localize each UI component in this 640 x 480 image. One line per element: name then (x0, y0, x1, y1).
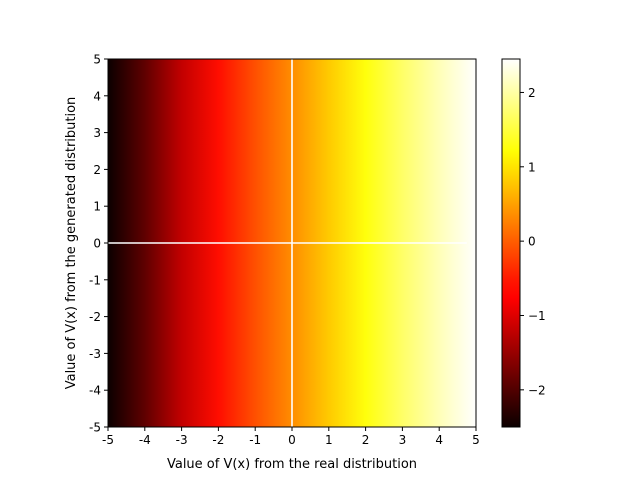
y-tick-label: 0 (93, 237, 101, 251)
x-axis-label: Value of V(x) from the real distribution (167, 457, 417, 472)
y-axis: -5 -4 -3 -2 -1 0 1 2 3 4 5 (89, 53, 108, 435)
x-tick-label: -1 (249, 433, 261, 447)
plot-area (107, 58, 477, 428)
x-tick-label: 3 (399, 433, 407, 447)
x-tick-label: -2 (212, 433, 224, 447)
colorbar-tick-label: 1 (528, 160, 536, 174)
y-tick-label: 4 (93, 89, 101, 103)
colorbar-tick-label: 2 (528, 86, 536, 100)
x-tick-label: 4 (435, 433, 443, 447)
y-tick-label: 3 (93, 126, 101, 140)
x-axis: -5 -4 -3 -2 -1 0 1 2 3 4 5 (102, 427, 480, 447)
colorbar-tick-label: −2 (528, 383, 546, 397)
colorbar-image (501, 58, 521, 428)
y-tick-label: -1 (89, 273, 101, 287)
y-tick-label: 1 (93, 200, 101, 214)
y-tick-label: -3 (89, 347, 101, 361)
colorbar: −2 −1 0 1 2 (501, 58, 546, 428)
x-tick-label: -3 (176, 433, 188, 447)
x-tick-label: 2 (362, 433, 370, 447)
y-tick-label: -5 (89, 421, 101, 435)
y-axis-label: Value of V(x) from the generated distrib… (64, 97, 79, 390)
y-tick-label: 5 (93, 53, 101, 67)
colorbar-tick-label: −1 (528, 309, 546, 323)
y-tick-label: -4 (89, 384, 101, 398)
x-tick-label: -5 (102, 433, 114, 447)
colorbar-tick-label: 0 (528, 235, 536, 249)
y-tick-label: 2 (93, 163, 101, 177)
x-tick-label: 1 (325, 433, 333, 447)
x-tick-label: 0 (288, 433, 296, 447)
x-tick-label: 5 (472, 433, 480, 447)
x-tick-label: -4 (139, 433, 151, 447)
y-tick-label: -2 (89, 310, 101, 324)
